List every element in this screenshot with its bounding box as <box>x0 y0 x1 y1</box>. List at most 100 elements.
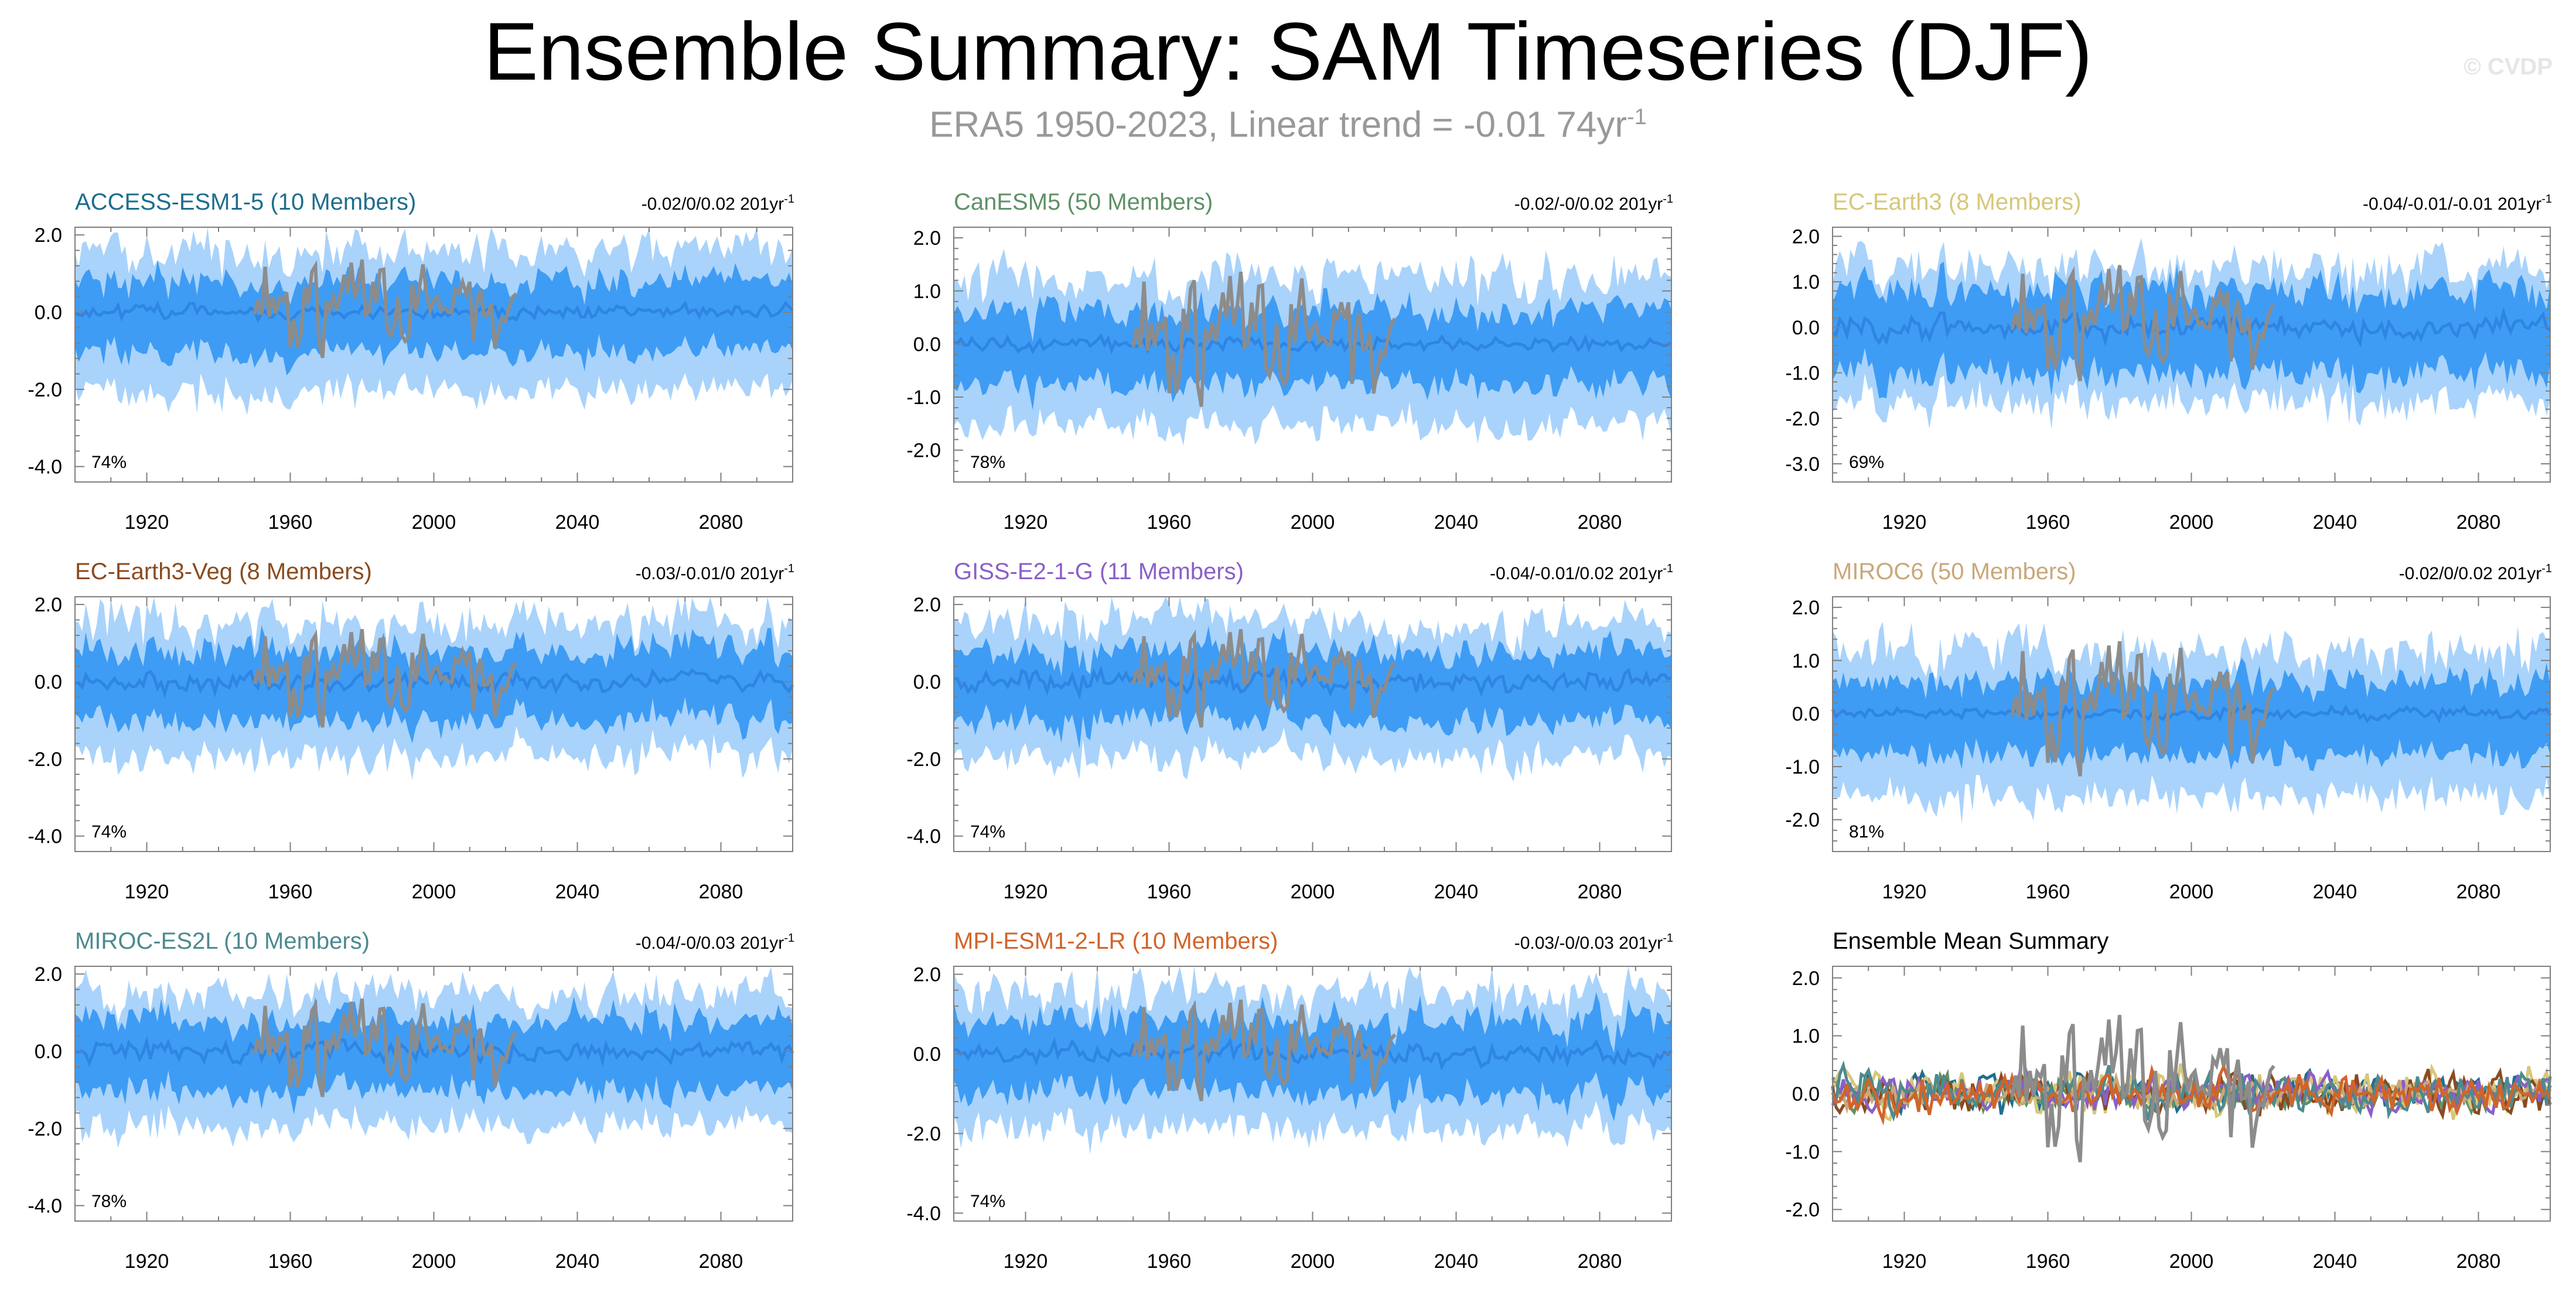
y-tick-label: 2.0 <box>913 594 941 616</box>
y-tick-label: -2.0 <box>906 440 941 462</box>
x-tick-label: 2000 <box>2169 511 2214 534</box>
x-tick-label: 2000 <box>1291 881 1335 903</box>
x-tick-label: 1920 <box>1004 881 1048 903</box>
x-tick-label: 1960 <box>1147 881 1192 903</box>
observed-era5-line <box>2010 641 2275 777</box>
y-tick-label: 0.0 <box>35 302 62 324</box>
y-tick-label: -4.0 <box>28 826 62 848</box>
x-tick-label: 2040 <box>2313 511 2357 534</box>
panel-trend-range: -0.02/0/0.02 201yr-1 <box>2399 562 2552 583</box>
y-tick-label: 0.0 <box>913 671 941 693</box>
x-tick-label: 2000 <box>412 511 456 534</box>
x-tick-label: 1920 <box>1004 1250 1048 1273</box>
y-tick-label: -2.0 <box>906 748 941 771</box>
x-tick-label: 2080 <box>1578 1250 1622 1273</box>
panel-percent: 78% <box>970 453 1005 472</box>
panel-title: EC-Earth3 (8 Members) <box>1833 189 2082 215</box>
x-tick-label: 2080 <box>2456 1250 2501 1273</box>
observed-era5-line <box>2010 1014 2275 1163</box>
x-tick-label: 2000 <box>1291 1250 1335 1273</box>
subtitle: ERA5 1950-2023, Linear trend = -0.01 74y… <box>0 94 2576 149</box>
y-tick-label: 2.0 <box>35 963 62 986</box>
x-tick-label: 2040 <box>555 511 600 534</box>
y-tick-label: -2.0 <box>1785 1199 1820 1221</box>
observed-era5-line <box>2010 265 2275 382</box>
x-tick-label: 2080 <box>699 511 743 534</box>
panel-percent: 81% <box>1849 822 1884 842</box>
y-tick-label: -4.0 <box>906 826 941 848</box>
ensemble-mean-line <box>74 300 794 323</box>
x-tick-label: 1960 <box>1147 1250 1192 1273</box>
panel-title: EC-Earth3-Veg (8 Members) <box>75 559 372 584</box>
subtitle-superscript: -1 <box>1627 105 1647 129</box>
x-tick-label: 1920 <box>1882 881 1927 903</box>
y-tick-label: -1.0 <box>1785 756 1820 778</box>
y-tick-label: 2.0 <box>913 964 941 986</box>
y-tick-label: -2.0 <box>1785 809 1820 832</box>
x-tick-label: 2000 <box>412 1250 456 1273</box>
x-tick-label: 1920 <box>125 1250 169 1273</box>
chart-panel-4: EC-Earth3-Veg (8 Members) -0.03/-0.01/0 2… <box>28 559 794 903</box>
y-tick-label: 2.0 <box>1792 226 1820 248</box>
y-tick-label: -4.0 <box>28 456 62 478</box>
x-tick-label: 1920 <box>1882 511 1927 534</box>
y-tick-label: -2.0 <box>1785 408 1820 430</box>
observed-era5-line <box>1131 999 1397 1102</box>
x-tick-label: 2040 <box>1434 511 1479 534</box>
y-tick-label: -3.0 <box>1785 453 1820 476</box>
x-tick-label: 1960 <box>2026 1250 2070 1273</box>
chart-panel-9: Ensemble Mean Summary 2.0 1.0 0.0 -1.0 -2.0 19… <box>1785 928 2552 1273</box>
panel-percent: 74% <box>91 822 127 842</box>
chart-panel-6: MIROC6 (50 Members) -0.02/0/0.02 201yr-1 8… <box>1785 559 2552 903</box>
ensemble-mean-line <box>953 333 1673 355</box>
y-tick-label: -2.0 <box>28 1118 62 1140</box>
y-tick-label: 1.0 <box>1792 271 1820 293</box>
y-tick-label: 1.0 <box>913 281 941 303</box>
ensemble-inner-band <box>75 625 793 744</box>
y-tick-label: -1.0 <box>906 387 941 409</box>
observed-era5-line <box>253 998 518 1097</box>
y-tick-label: -2.0 <box>906 1123 941 1145</box>
ensemble-inner-band <box>1833 657 2550 771</box>
x-tick-label: 2080 <box>1578 881 1622 903</box>
x-tick-label: 2040 <box>2313 1250 2357 1273</box>
x-tick-label: 2040 <box>555 881 600 903</box>
x-tick-label: 2000 <box>2169 881 2214 903</box>
ensemble-mean-line <box>1831 704 2552 724</box>
y-tick-label: -1.0 <box>1785 363 1820 385</box>
x-tick-label: 2080 <box>699 881 743 903</box>
panel-title: ACCESS-ESM1-5 (10 Members) <box>75 189 416 215</box>
y-tick-label: 1.0 <box>1792 1025 1820 1048</box>
ensemble-mean-line <box>953 665 1672 700</box>
y-tick-label: 0.0 <box>1792 317 1820 339</box>
x-tick-label: 2080 <box>2456 511 2501 534</box>
panel-title: MIROC6 (50 Members) <box>1833 559 2076 584</box>
observed-era5-line <box>253 259 518 358</box>
y-tick-label: 0.0 <box>1792 1083 1820 1106</box>
observed-era5-line <box>1131 628 1397 728</box>
y-tick-label: 2.0 <box>913 227 941 249</box>
x-tick-label: 2040 <box>555 1250 600 1273</box>
panel-trend-range: -0.02/-0/0.02 201yr-1 <box>1514 193 1673 214</box>
panel-percent: 74% <box>91 453 127 472</box>
panel-percent: 78% <box>91 1192 127 1211</box>
panel-trend-range: -0.03/-0/0.03 201yr-1 <box>1514 932 1673 953</box>
y-tick-label: 0.0 <box>35 1041 62 1063</box>
x-tick-label: 1960 <box>2026 881 2070 903</box>
chart-panel-3: EC-Earth3 (8 Members) -0.04/-0.01/-0.01 2… <box>1785 189 2552 534</box>
x-tick-label: 1920 <box>1004 511 1048 534</box>
y-tick-label: -4.0 <box>906 1202 941 1225</box>
x-tick-label: 2040 <box>1434 881 1479 903</box>
y-tick-label: 2.0 <box>1792 597 1820 619</box>
y-tick-label: -4.0 <box>28 1195 62 1218</box>
y-tick-label: 0.0 <box>35 671 62 693</box>
chart-panel-7: MIROC-ES2L (10 Members) -0.04/-0/0.03 201… <box>28 928 794 1273</box>
chart-panel-8: MPI-ESM1-2-LR (10 Members) -0.03/-0/0.03 … <box>906 928 1673 1273</box>
x-tick-label: 2000 <box>1291 511 1335 534</box>
page-title: Ensemble Summary: SAM Timeseries (DJF) <box>483 5 2093 97</box>
panel-trend-range: -0.02/0/0.02 201yr-1 <box>642 193 794 214</box>
chart-panel-5: GISS-E2-1-G (11 Members) -0.04/-0.01/0.02… <box>906 559 1673 903</box>
panel-percent: 69% <box>1849 453 1884 472</box>
model-mean-line <box>1831 1062 2552 1126</box>
y-tick-label: 0.0 <box>913 333 941 355</box>
